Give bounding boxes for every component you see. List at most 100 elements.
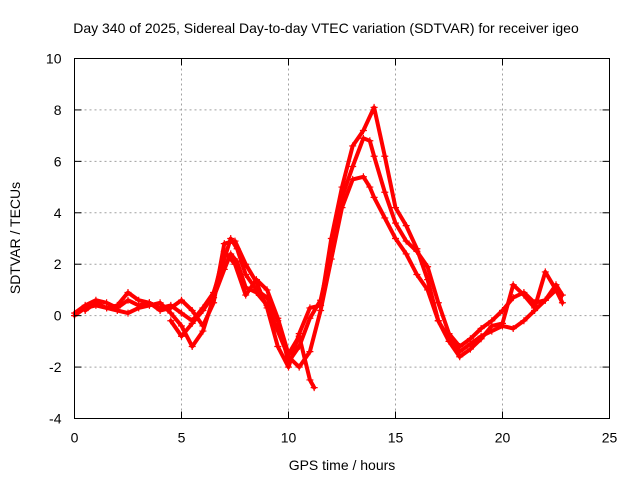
data-point (413, 271, 421, 278)
data-point (558, 299, 566, 307)
data-point (392, 219, 399, 227)
data-point (349, 142, 357, 150)
data-point (434, 299, 442, 307)
data-point (306, 376, 314, 384)
data-point (306, 348, 314, 356)
data-point (188, 319, 196, 327)
data-point (359, 127, 367, 134)
data-point (327, 235, 335, 242)
data-point (199, 307, 207, 314)
data-point (381, 214, 389, 222)
data-point (424, 263, 432, 271)
data-series (71, 103, 566, 392)
data-point (306, 304, 314, 312)
data-point (310, 384, 318, 392)
data-point (499, 319, 506, 327)
data-point (520, 291, 528, 299)
data-point (285, 350, 292, 358)
plot-frame (74, 58, 610, 419)
data-point (188, 307, 196, 314)
data-point (359, 134, 367, 142)
data-point (366, 137, 374, 145)
data-point (274, 314, 282, 322)
data-point (424, 276, 432, 284)
data-point (381, 188, 389, 196)
data-point (220, 240, 228, 248)
ticks: 0 5 10 15 20 25 -4 -2 0 2 4 6 8 10 (46, 51, 618, 446)
data-point (402, 237, 410, 245)
data-point (295, 332, 303, 340)
data-point (135, 304, 143, 312)
data-point (413, 245, 421, 253)
x-tick-label: 20 (495, 430, 511, 446)
data-point (103, 304, 111, 312)
data-point (541, 268, 549, 276)
data-point (252, 276, 260, 284)
data-point (178, 296, 185, 304)
y-axis-label: SDTVAR / TECUs (7, 182, 23, 294)
y-tick-label: 10 (46, 51, 62, 67)
data-point (434, 317, 442, 325)
data-point (156, 307, 164, 314)
data-point (466, 345, 474, 353)
y-tick-label: -2 (49, 359, 62, 375)
data-point (370, 103, 378, 111)
series-track-d (167, 247, 318, 392)
data-point (81, 307, 89, 314)
series-line (72, 174, 565, 370)
chart-title: Day 340 of 2025, Sidereal Day-to-day VTE… (73, 20, 579, 36)
data-point (156, 299, 164, 307)
data-point (263, 286, 271, 294)
data-point (359, 173, 367, 181)
data-point (167, 317, 175, 325)
data-point (210, 291, 218, 299)
data-point (509, 325, 517, 332)
data-point (210, 299, 218, 307)
data-point (402, 250, 410, 258)
data-point (370, 193, 378, 201)
data-point (124, 309, 132, 317)
data-point (520, 317, 528, 325)
y-tick-label: 6 (54, 153, 62, 169)
y-tick-label: 2 (54, 256, 62, 272)
data-point (178, 309, 185, 317)
data-point (477, 335, 485, 343)
data-point (113, 301, 121, 309)
data-point (124, 289, 132, 296)
data-point (392, 204, 399, 212)
data-point (317, 301, 325, 309)
data-point (145, 299, 153, 307)
data-point (541, 296, 549, 304)
data-point (242, 260, 250, 268)
data-point (349, 175, 357, 183)
data-point (263, 304, 271, 312)
x-tick-label: 5 (178, 430, 186, 446)
series-line (83, 105, 558, 370)
data-point (370, 152, 378, 160)
data-point (552, 286, 560, 294)
data-point (349, 163, 357, 170)
data-point (477, 325, 485, 332)
data-point (509, 281, 517, 289)
data-point (220, 265, 228, 273)
data-point (338, 183, 346, 191)
x-tick-label: 0 (71, 430, 79, 446)
x-tick-label: 25 (602, 430, 618, 446)
data-point (188, 343, 196, 350)
data-point (445, 337, 453, 345)
data-point (402, 222, 410, 230)
grid (74, 58, 610, 419)
data-point (381, 152, 389, 160)
y-tick-label: -4 (49, 411, 62, 427)
data-point (231, 237, 239, 245)
data-point (392, 235, 399, 242)
series-track-c (81, 103, 560, 371)
data-point (456, 353, 464, 361)
y-tick-label: 0 (54, 308, 62, 324)
x-axis-label: GPS time / hours (289, 457, 396, 473)
data-point (488, 322, 496, 330)
data-point (199, 322, 207, 330)
data-point (531, 304, 539, 312)
data-point (220, 247, 228, 255)
